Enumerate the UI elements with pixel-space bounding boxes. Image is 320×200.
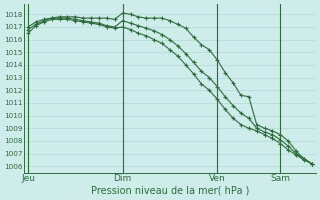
X-axis label: Pression niveau de la mer( hPa ): Pression niveau de la mer( hPa )	[91, 186, 249, 196]
